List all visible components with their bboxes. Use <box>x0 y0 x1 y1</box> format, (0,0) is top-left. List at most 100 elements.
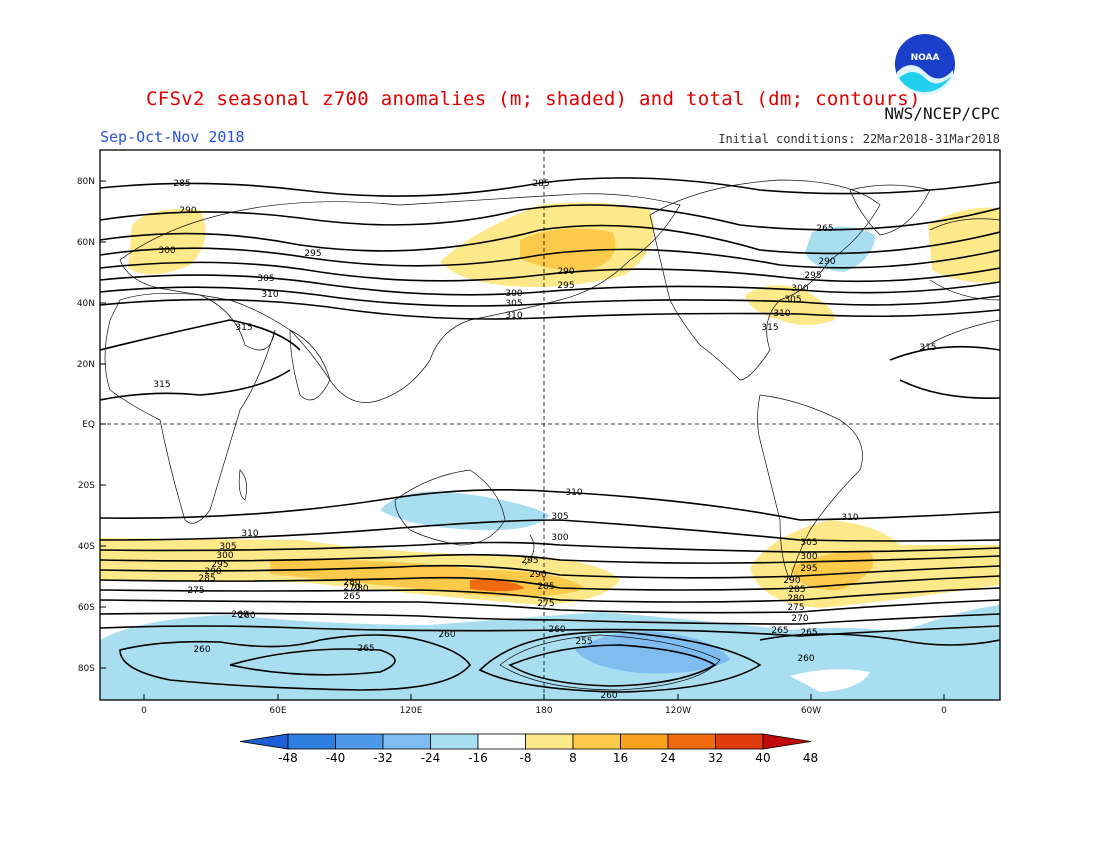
contour-label: 305 <box>257 274 274 284</box>
colorbar-label: -32 <box>373 751 393 765</box>
colorbar-label: -40 <box>326 751 346 765</box>
contour-label: 285 <box>532 179 549 189</box>
height-contours <box>100 177 1000 693</box>
contour-label: 305 <box>551 512 568 522</box>
contour-label: 265 <box>816 224 833 234</box>
contour-line <box>759 633 1000 646</box>
colorbar-label: -24 <box>421 751 441 765</box>
colorbar-label: -8 <box>520 751 532 765</box>
contour-line <box>478 631 762 693</box>
colorbar-swatch <box>430 733 479 750</box>
colorbar-swatch <box>620 733 669 750</box>
contour-label: 280 <box>343 578 360 588</box>
season-label: Sep-Oct-Nov 2018 <box>100 128 245 146</box>
lat-label: EQ <box>82 420 95 430</box>
contour-label: 260 <box>548 625 565 635</box>
contour-label: 305 <box>219 542 236 552</box>
contour-label: 290 <box>783 576 800 586</box>
contour-label: 280 <box>787 594 804 604</box>
contour-label: 295 <box>557 281 574 291</box>
lon-label: 60W <box>801 706 821 716</box>
lat-label: 80N <box>77 177 95 187</box>
contour-label: 295 <box>304 249 321 259</box>
contour-label: 295 <box>800 564 817 574</box>
contour-label: 290 <box>529 570 546 580</box>
colorbar-swatch <box>572 733 621 750</box>
contour-label: 275 <box>537 599 554 609</box>
contour-line <box>100 286 1000 307</box>
contour-label: 315 <box>919 343 936 353</box>
contour-label: 265 <box>357 644 374 654</box>
lat-label: 20N <box>77 360 95 370</box>
contour-label: 265 <box>771 626 788 636</box>
contour-line <box>100 625 1000 637</box>
lat-label: 80S <box>78 664 95 674</box>
contour-label: 270 <box>343 583 360 593</box>
colorbar: -48 -40 -32 -24 -16 -8 8 16 24 32 40 48 <box>239 733 818 765</box>
contour-line <box>100 274 1000 296</box>
contour-label: 270 <box>791 614 808 624</box>
lat-label: 60S <box>78 603 95 613</box>
colorbar-arrow-low <box>239 733 289 750</box>
lat-label: 40S <box>78 542 95 552</box>
agency-label: NWS/NCEP/CPC <box>884 104 1000 123</box>
lon-label: 60E <box>269 706 286 716</box>
lon-label: 0 <box>141 706 147 716</box>
coastline-south-america <box>757 394 863 582</box>
contour-label: 300 <box>216 551 233 561</box>
colorbar-swatch <box>525 733 574 750</box>
contour-label: 280 <box>351 584 368 594</box>
contour-label: 260 <box>600 691 617 701</box>
contour-label: 315 <box>153 380 170 390</box>
contour-label: 290 <box>557 267 574 277</box>
contour-line <box>100 177 1000 197</box>
colorbar-swatch <box>335 733 384 750</box>
contour-line <box>508 644 717 687</box>
contour-label: 305 <box>800 538 817 548</box>
contour-line <box>100 553 1000 564</box>
contour-label: 305 <box>505 299 522 309</box>
contour-label: 295 <box>521 556 538 566</box>
contour-line <box>100 319 1000 361</box>
contour-line <box>100 247 1000 269</box>
contour-label: 260 <box>193 645 210 655</box>
lat-label: 60N <box>77 238 95 248</box>
contour-label: 300 <box>158 246 175 256</box>
latitude-labels: 80N 60N 40N 20N EQ 20S 40S 60S 80S <box>77 177 95 674</box>
contour-line <box>100 488 1000 521</box>
contour-label: 310 <box>773 309 790 319</box>
contour-label: 265 <box>800 628 817 638</box>
anomaly-positive <box>470 579 525 592</box>
contour-line <box>100 599 1000 614</box>
contour-label: 315 <box>761 323 778 333</box>
coastline-australia <box>394 469 506 546</box>
colorbar-swatch <box>477 733 526 750</box>
contour-label: 285 <box>537 582 554 592</box>
colorbar-label: 40 <box>755 751 770 765</box>
contour-label: 300 <box>551 533 568 543</box>
coastline-antarctica <box>499 634 721 691</box>
contour-line <box>100 587 1000 603</box>
colorbar-label: 8 <box>569 751 577 765</box>
noaa-logo: NOAA <box>895 34 955 96</box>
contour-label: 310 <box>841 513 858 523</box>
contour-line <box>100 298 1000 320</box>
contour-label: 300 <box>791 284 808 294</box>
contour-labels: 285 285 290 295 300 305 310 315 315 315 … <box>153 179 936 701</box>
contour-label: 275 <box>787 603 804 613</box>
longitude-labels: 0 60E 120E 180 120W 60W 0 <box>141 706 947 716</box>
anomaly-positive <box>928 207 1000 283</box>
contour-label: 290 <box>204 567 221 577</box>
contour-line <box>100 564 1000 579</box>
colorbar-label: 16 <box>613 751 628 765</box>
contour-line <box>100 612 1000 625</box>
lon-label: 180 <box>535 706 552 716</box>
contour-line <box>100 575 1000 591</box>
lat-label: 20S <box>78 481 95 491</box>
contour-label: 310 <box>261 290 278 300</box>
contour-label: 285 <box>788 585 805 595</box>
anomaly-positive <box>520 228 616 271</box>
colorbar-label: -48 <box>278 751 298 765</box>
contour-label: 265 <box>343 592 360 602</box>
